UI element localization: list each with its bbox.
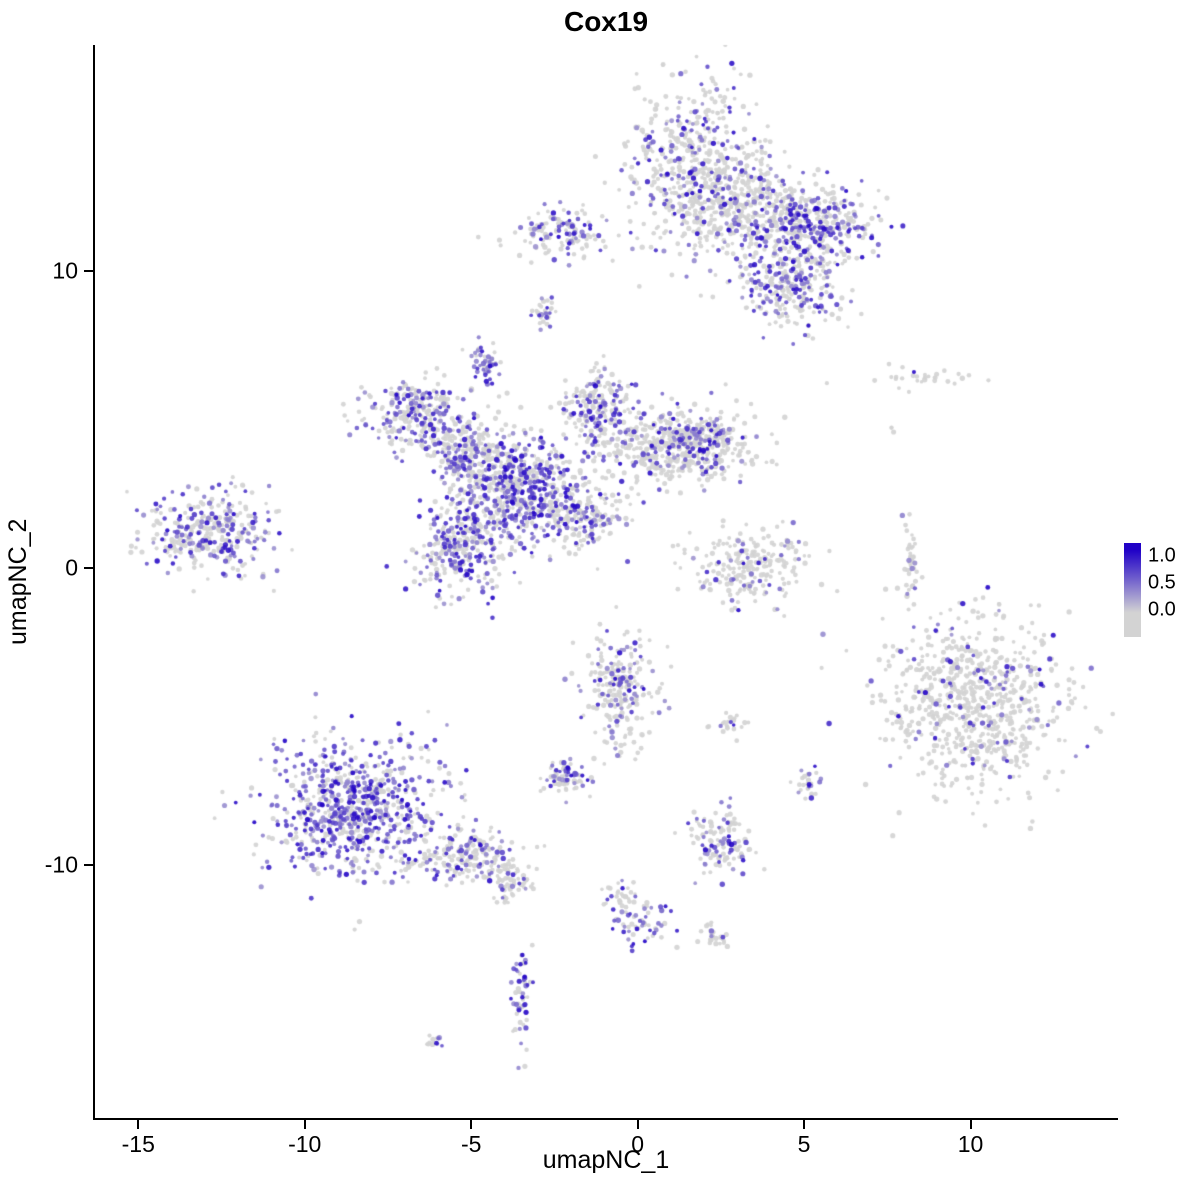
legend-label: 1.0	[1148, 544, 1176, 567]
x-tick-mark	[636, 1120, 639, 1129]
y-tick-mark	[84, 864, 93, 867]
x-tick-mark	[470, 1120, 473, 1129]
x-tick-mark	[803, 1120, 806, 1129]
legend-gradient-bar	[1124, 543, 1141, 637]
y-tick-label: -10	[44, 851, 78, 878]
x-tick-label: -10	[288, 1131, 322, 1157]
y-tick-mark	[84, 269, 93, 272]
x-tick-label: 5	[797, 1131, 811, 1157]
x-tick-label: -5	[460, 1131, 482, 1157]
y-axis-label: umapNC_2	[4, 518, 32, 645]
x-tick-mark	[137, 1120, 140, 1129]
x-axis-line	[95, 1118, 1118, 1120]
x-tick-label: -15	[121, 1131, 155, 1157]
legend-label: 0.5	[1148, 571, 1176, 594]
y-tick-mark	[84, 567, 93, 570]
x-tick-label: 10	[957, 1131, 984, 1157]
x-tick-label: 0	[631, 1131, 645, 1157]
y-axis-line	[93, 45, 95, 1120]
x-tick-mark	[303, 1120, 306, 1129]
plot-title: Cox19	[563, 6, 649, 37]
legend-label: 0.0	[1148, 598, 1176, 621]
y-tick-label: 0	[65, 554, 78, 581]
x-tick-mark	[969, 1120, 972, 1129]
legend: 1.0 0.5 0.0	[1124, 543, 1200, 639]
y-tick-label: 10	[52, 257, 78, 284]
x-axis-label: umapNC_1	[542, 1146, 670, 1174]
